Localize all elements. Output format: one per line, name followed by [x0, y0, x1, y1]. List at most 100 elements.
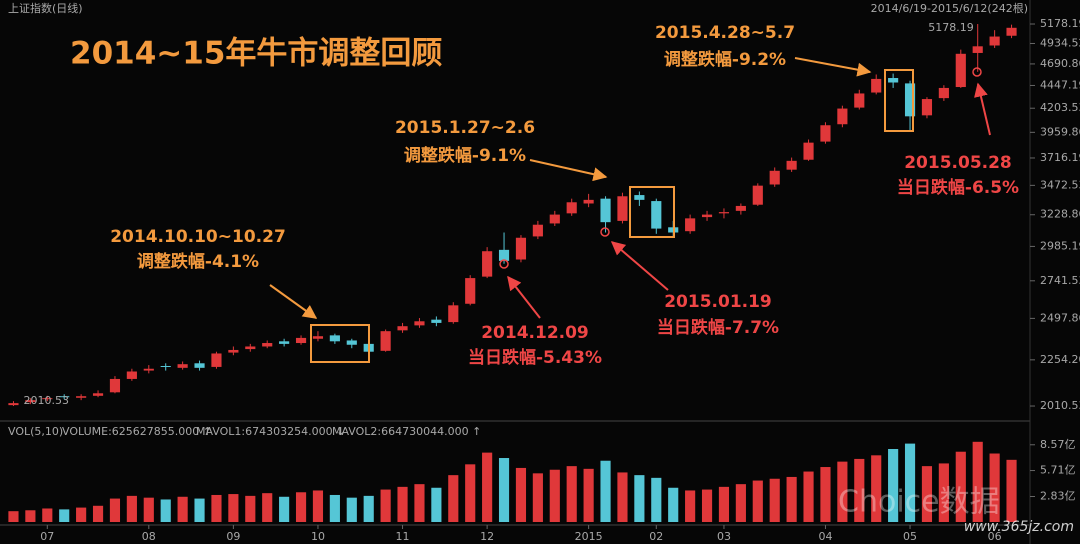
vol-label: VOLUME:625627855.000 ↑ — [62, 425, 212, 438]
candle-body — [989, 36, 1000, 46]
volume-bar — [938, 463, 949, 522]
candle-body — [803, 142, 814, 160]
volume-bar — [989, 453, 1000, 522]
arrow — [269, 284, 318, 319]
volume-bar — [888, 449, 899, 522]
highlight-box — [884, 69, 914, 132]
candle-body — [177, 364, 188, 368]
candle-body — [600, 198, 611, 223]
event-marker — [972, 67, 982, 77]
low-label: 2010.53 — [23, 394, 69, 407]
y-tick-label: 3228.86 — [1040, 208, 1080, 221]
arrow — [507, 275, 541, 319]
volume-bar — [651, 477, 662, 522]
volume-bar — [279, 496, 290, 522]
volume-bar — [820, 467, 831, 522]
arrow — [974, 82, 991, 136]
volume-bar — [363, 495, 374, 522]
candle-body — [42, 398, 53, 400]
x-tick-label: 09 — [226, 530, 240, 543]
volume-bar — [329, 494, 340, 522]
volume-bar — [194, 498, 205, 522]
x-tick-label: 08 — [142, 530, 156, 543]
candle-body — [1006, 27, 1017, 36]
y-tick-label: 8.57亿 — [1040, 438, 1076, 451]
candle-body — [921, 99, 933, 116]
candle-body — [718, 212, 730, 214]
volume-bar — [126, 495, 137, 522]
volume-bar — [921, 466, 933, 522]
volume-bar — [735, 484, 746, 522]
candle-body — [752, 185, 763, 205]
subtitle: 上证指数(日线) — [8, 1, 83, 15]
volume-bar — [160, 499, 171, 522]
annotation: 2015.01.19 — [664, 292, 772, 312]
candle-body — [8, 403, 19, 406]
candle-body — [566, 202, 577, 214]
candle-body — [397, 326, 408, 331]
candle-body — [820, 125, 831, 142]
volume-bar — [803, 471, 814, 522]
y-tick-label: 2.83亿 — [1040, 489, 1076, 502]
volume-bar — [583, 468, 594, 522]
volume-bar — [482, 452, 493, 522]
candle-body — [312, 336, 324, 339]
volume-bar — [498, 458, 510, 522]
annotation: 2015.05.28 — [904, 153, 1012, 173]
annotation: 2014.10.10~10.27 — [110, 227, 286, 247]
annotation: 2015.4.28~5.7 — [655, 23, 795, 43]
annotation: 当日跌幅-5.43% — [468, 347, 602, 368]
candle-body — [194, 363, 205, 368]
candle-body — [245, 346, 256, 350]
watermark: Choice数据 — [838, 485, 1000, 520]
annotation: 当日跌幅-7.7% — [657, 317, 779, 338]
y-tick-label: 3959.86 — [1040, 125, 1080, 138]
volume-bar — [904, 443, 916, 522]
vol-indicator: VOL(5,10) — [8, 425, 63, 438]
volume-bar — [532, 473, 543, 522]
volume-bar — [549, 469, 560, 522]
y-tick-label: 2741.53 — [1040, 274, 1080, 287]
volume-bar — [177, 496, 188, 522]
volume-bar — [769, 478, 780, 522]
volume-bar — [617, 472, 628, 522]
candle-body — [617, 196, 628, 221]
volume-bar — [465, 464, 476, 522]
mavol2-label: MAVOL2:664730044.000 ↑ — [332, 425, 481, 438]
arrow — [794, 57, 872, 77]
candle-body — [701, 214, 713, 218]
candle-body — [549, 214, 560, 224]
volume-bar — [262, 493, 273, 522]
volume-bar — [566, 466, 577, 522]
range-label: 2014/6/19-2015/6/12(242根) — [871, 1, 1028, 15]
event-marker — [600, 227, 610, 237]
candle-body — [938, 87, 949, 99]
candle-body — [228, 349, 239, 353]
volume-bar — [59, 509, 70, 522]
candle-body — [482, 251, 493, 277]
volume-bar — [211, 494, 222, 522]
candle-body — [498, 249, 510, 261]
y-tick-label: 2254.20 — [1040, 353, 1080, 366]
y-tick-label: 2985.19 — [1040, 239, 1080, 252]
volume-bar — [871, 455, 882, 522]
volume-bar — [634, 475, 645, 522]
x-tick-label: 12 — [480, 530, 494, 543]
candle-body — [279, 341, 290, 344]
volume-bar — [76, 507, 87, 522]
x-tick-label: 10 — [311, 530, 325, 543]
volume-bar — [380, 489, 391, 522]
volume-bar — [8, 511, 19, 522]
candle-body — [854, 93, 865, 108]
annotation: 2015.1.27~2.6 — [395, 118, 535, 138]
candle-body — [414, 321, 425, 326]
volume-bar — [42, 508, 53, 522]
volume-bar — [245, 495, 256, 522]
volume-bar — [854, 458, 865, 522]
y-tick-label: 2497.86 — [1040, 311, 1080, 324]
candle-body — [904, 83, 916, 117]
volume-bar — [1006, 459, 1017, 522]
candle-body — [583, 199, 594, 204]
